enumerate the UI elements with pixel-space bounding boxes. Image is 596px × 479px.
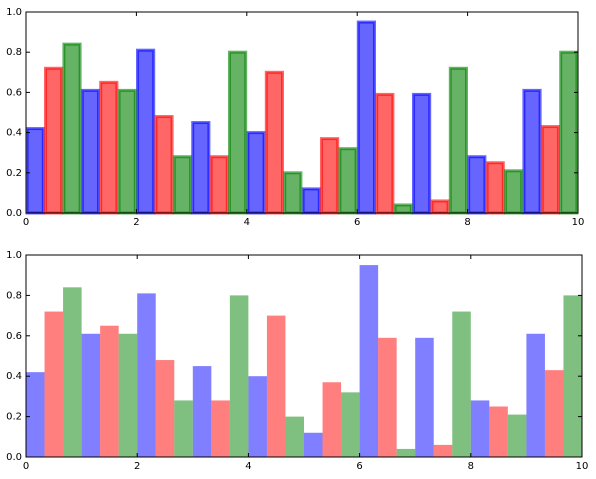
bar xyxy=(228,50,248,215)
bar xyxy=(320,137,340,215)
bar xyxy=(63,287,82,457)
bar xyxy=(99,80,119,215)
x-tick-label: 10 xyxy=(572,217,585,228)
bar xyxy=(211,400,230,457)
y-tick-label: 0.8 xyxy=(6,47,22,58)
bar xyxy=(172,155,192,215)
y-tick-label: 0.0 xyxy=(6,208,22,219)
x-tick-label: 2 xyxy=(134,461,140,472)
bar xyxy=(467,155,487,215)
bar xyxy=(44,311,64,457)
x-tick-label: 8 xyxy=(464,217,470,228)
y-tick-label: 0.6 xyxy=(6,331,22,342)
bar xyxy=(246,131,266,215)
bar xyxy=(118,333,138,457)
bar xyxy=(154,115,174,215)
bar xyxy=(485,161,505,215)
bar xyxy=(393,203,413,215)
bar xyxy=(62,42,82,215)
bar xyxy=(341,392,360,457)
bar xyxy=(100,325,119,457)
bar xyxy=(396,448,416,457)
bar xyxy=(209,155,229,215)
bar xyxy=(448,66,468,215)
bar xyxy=(544,370,564,457)
bar xyxy=(191,121,211,215)
bar xyxy=(304,432,323,457)
bar xyxy=(415,337,434,457)
bar xyxy=(522,88,542,215)
x-tick-label: 0 xyxy=(23,461,29,472)
bar xyxy=(44,66,64,215)
y-tick-label: 0.8 xyxy=(6,290,22,301)
bar xyxy=(229,295,249,457)
bar xyxy=(136,48,156,215)
y-tick-label: 0.2 xyxy=(6,412,22,423)
bar xyxy=(285,416,304,457)
bar xyxy=(322,382,342,457)
bar xyxy=(248,376,267,457)
bar xyxy=(266,315,286,457)
x-tick-label: 6 xyxy=(356,461,362,472)
bar xyxy=(359,265,379,457)
bar xyxy=(507,414,527,457)
x-tick-label: 8 xyxy=(468,461,474,472)
bar xyxy=(117,88,137,215)
bar xyxy=(526,333,545,457)
x-tick-label: 10 xyxy=(576,461,589,472)
bar xyxy=(174,400,193,457)
x-tick-label: 4 xyxy=(244,217,250,228)
bar xyxy=(26,372,45,457)
bar xyxy=(338,147,358,215)
x-tick-label: 0 xyxy=(23,217,29,228)
bar xyxy=(452,311,471,457)
axes-frame xyxy=(25,11,579,214)
bar xyxy=(80,88,100,215)
axes-frame xyxy=(25,254,583,458)
y-tick-label: 1.0 xyxy=(6,7,22,18)
bar xyxy=(489,406,508,457)
bar xyxy=(356,20,376,215)
x-tick-label: 4 xyxy=(245,461,251,472)
bar xyxy=(155,360,175,457)
x-tick-label: 6 xyxy=(354,217,360,228)
bar xyxy=(375,92,395,215)
y-tick-label: 0.4 xyxy=(6,128,22,139)
bar xyxy=(540,125,560,215)
bar xyxy=(25,127,45,215)
y-tick-label: 0.4 xyxy=(6,371,22,382)
bar xyxy=(264,70,284,215)
bar xyxy=(192,366,212,457)
bar xyxy=(470,400,490,457)
y-tick-label: 0.0 xyxy=(6,452,22,463)
bar xyxy=(301,187,321,215)
bar xyxy=(283,171,303,215)
bar xyxy=(137,293,156,457)
y-tick-label: 0.6 xyxy=(6,87,22,98)
x-tick-label: 2 xyxy=(133,217,139,228)
bar xyxy=(563,295,582,457)
bar xyxy=(81,333,101,457)
y-tick-label: 1.0 xyxy=(6,250,22,261)
bar xyxy=(412,92,432,215)
bar xyxy=(433,444,453,457)
bar xyxy=(378,337,397,457)
bar xyxy=(430,199,450,215)
bar xyxy=(504,169,524,215)
y-tick-label: 0.2 xyxy=(6,168,22,179)
